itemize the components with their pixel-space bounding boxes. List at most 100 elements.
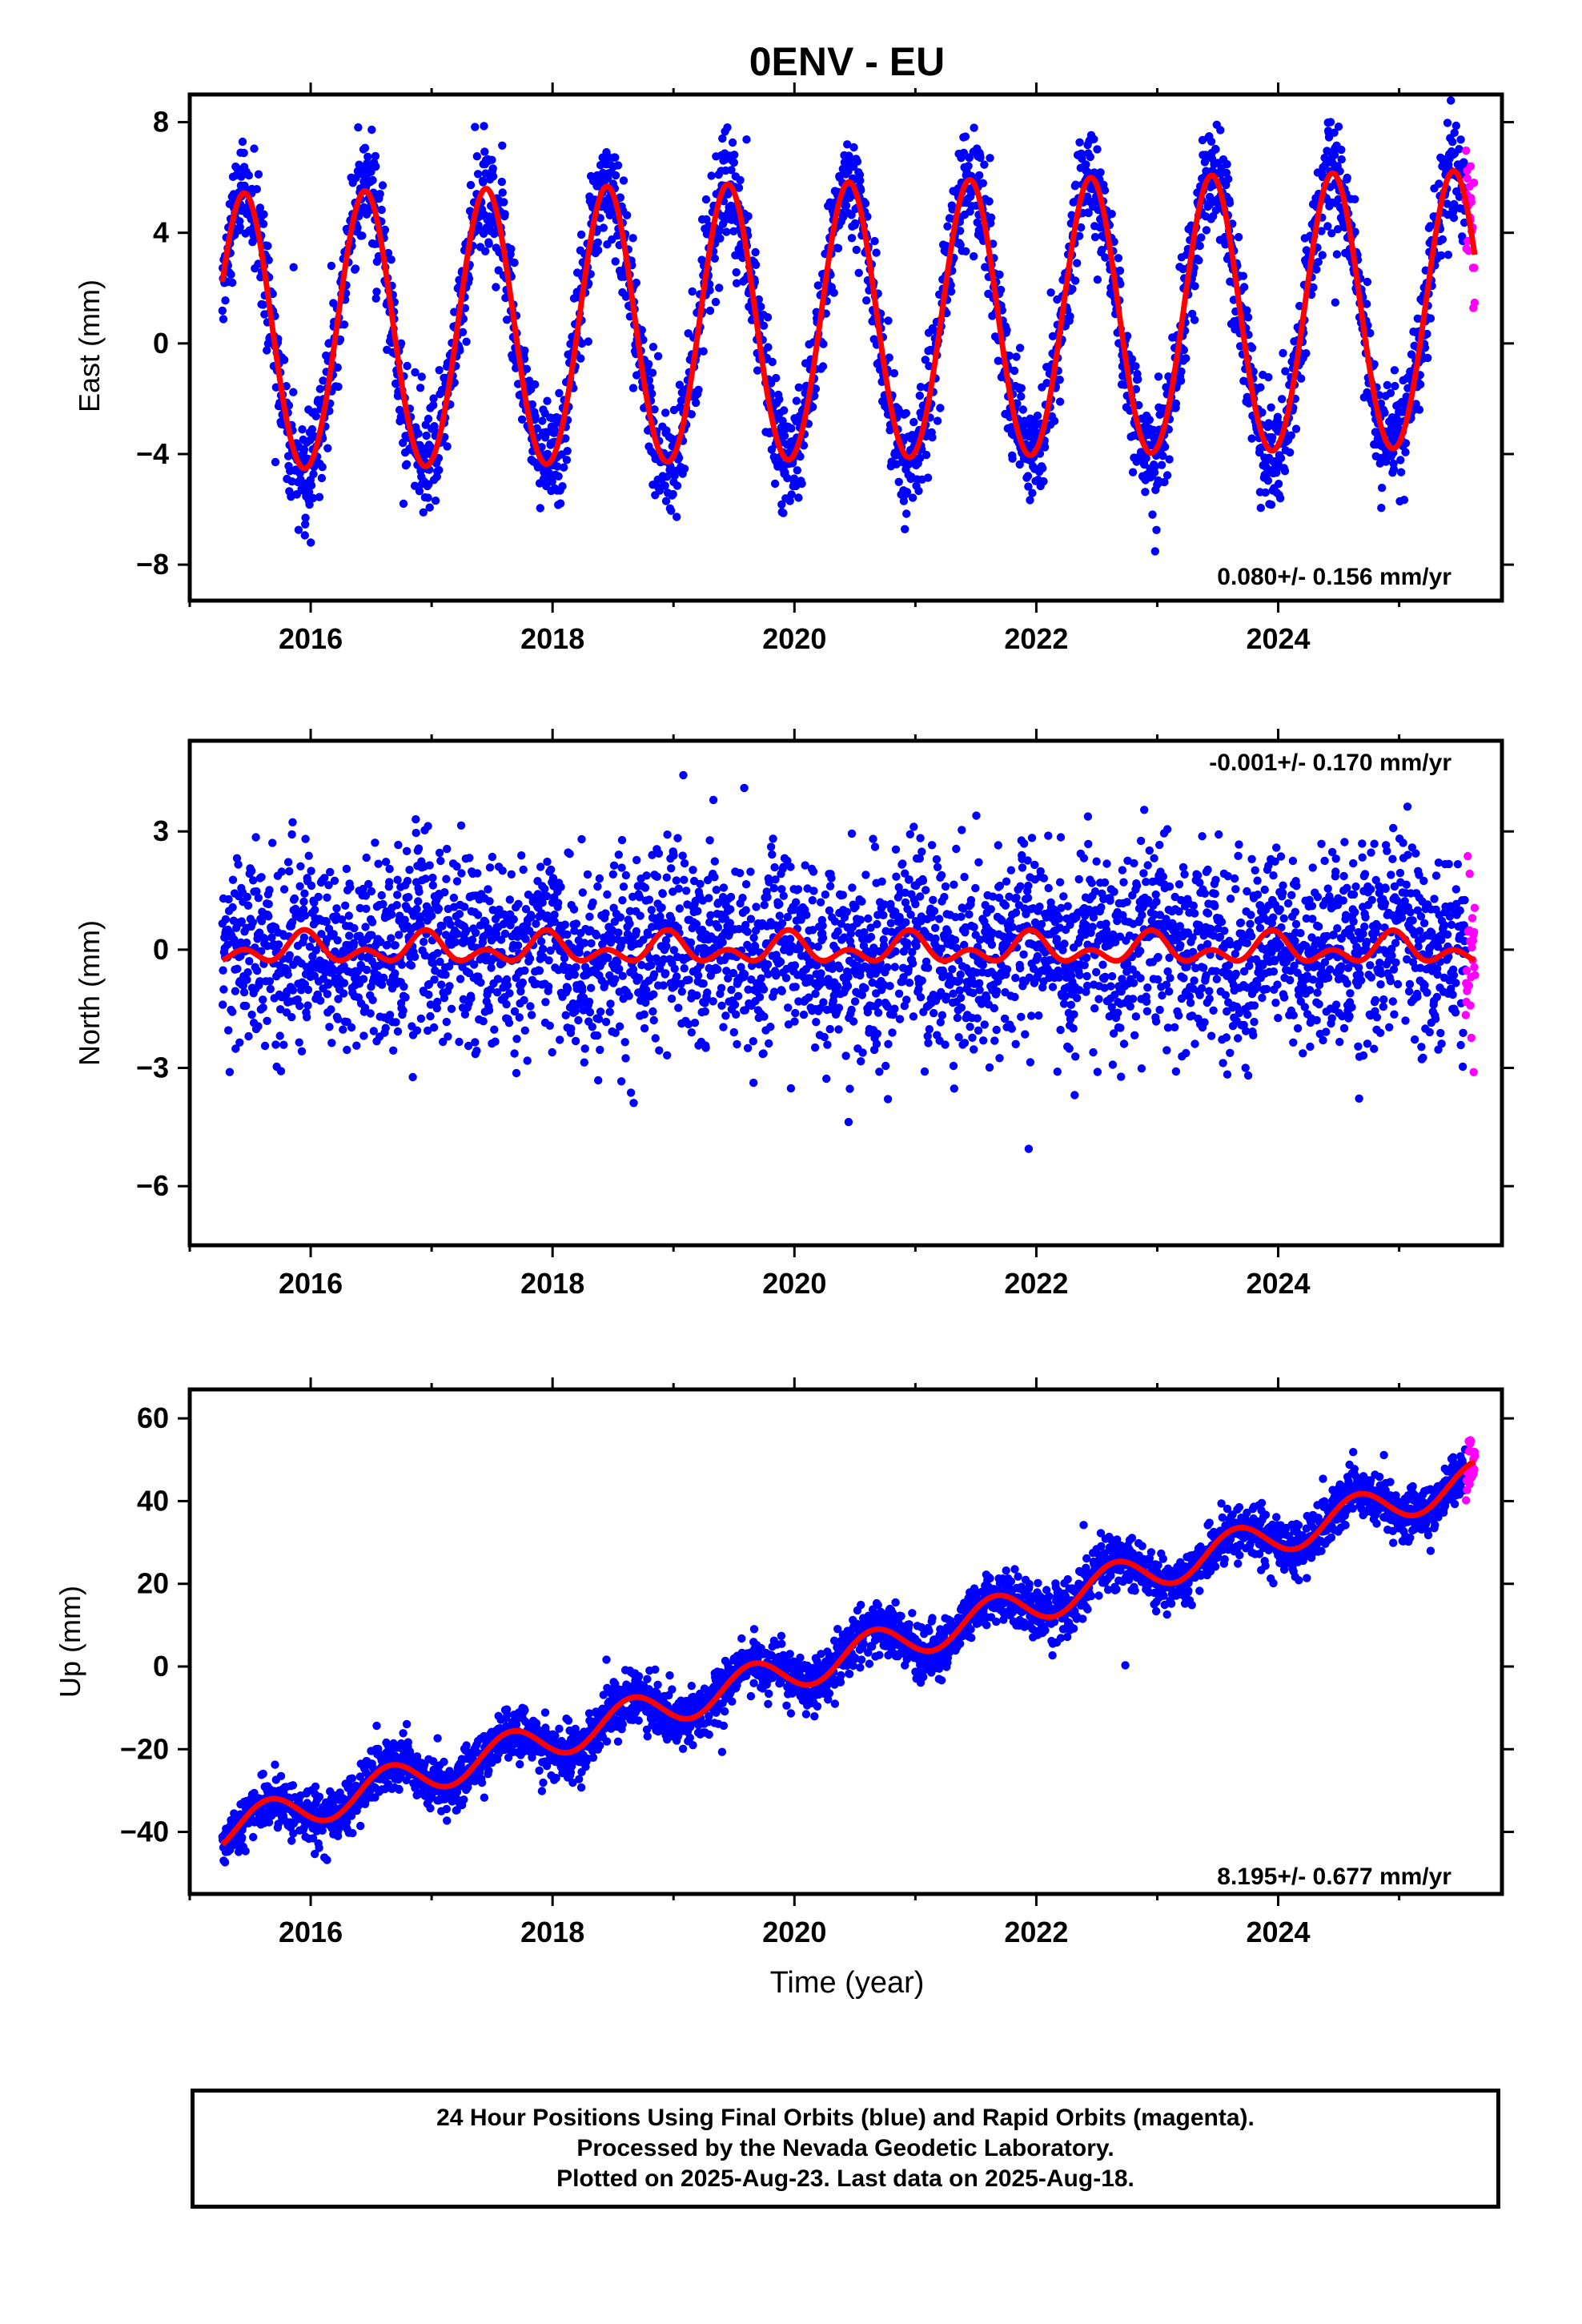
north-final-point (523, 1056, 532, 1065)
east-final-point (852, 245, 861, 255)
east-final-point (796, 452, 805, 461)
north-final-point (420, 937, 428, 947)
north-final-point (786, 1084, 796, 1093)
north-final-point (299, 933, 309, 942)
north-final-point (440, 888, 449, 897)
north-final-point (740, 970, 749, 979)
east-final-point (415, 487, 424, 496)
east-final-point (244, 171, 254, 180)
east-final-point (318, 463, 327, 472)
north-final-point (689, 866, 697, 875)
east-final-point (986, 213, 996, 222)
east-final-point (894, 477, 903, 486)
east-final-point (1332, 250, 1342, 259)
east-final-point (279, 356, 289, 364)
east-final-point (923, 473, 933, 482)
east-final-point (435, 366, 444, 375)
north-final-point (347, 1023, 356, 1032)
north-final-point (387, 934, 396, 943)
east-final-point (1033, 411, 1042, 420)
east-final-point (978, 179, 988, 187)
east-final-point (228, 278, 237, 287)
north-final-point (381, 858, 391, 866)
east-final-point (1263, 476, 1273, 485)
east-final-point (1086, 152, 1095, 162)
east-final-point (294, 525, 303, 534)
north-final-point (647, 961, 656, 970)
north-final-point (709, 997, 717, 1006)
east-x-tick-label: 2018 (520, 622, 584, 655)
east-final-point (1267, 501, 1276, 509)
east-final-point (611, 257, 620, 266)
east-final-point (282, 382, 291, 391)
north-final-point (517, 851, 526, 860)
east-final-point (1243, 306, 1251, 315)
east-final-point (1008, 454, 1017, 463)
north-final-point (674, 884, 683, 893)
east-final-point (692, 398, 701, 408)
east-rate-label: 0.080+/- 0.156 mm/yr (1217, 564, 1452, 590)
east-final-point (759, 321, 769, 330)
north-final-point (303, 985, 313, 995)
north-final-point (412, 904, 421, 914)
east-final-point (650, 405, 659, 414)
east-final-point (970, 251, 978, 261)
east-final-point (1396, 468, 1406, 476)
north-final-point (295, 882, 304, 891)
east-final-point (1278, 395, 1287, 404)
east-final-point (1161, 442, 1170, 452)
east-final-point (921, 450, 931, 460)
north-final-point (472, 928, 480, 938)
east-final-point (845, 193, 854, 203)
north-final-point (346, 883, 355, 892)
east-final-point (576, 354, 585, 363)
east-final-point (661, 481, 669, 490)
north-final-point (808, 896, 817, 905)
north-final-point (779, 891, 788, 900)
east-y-tick-label: 4 (153, 216, 169, 249)
north-final-point (219, 985, 228, 994)
north-final-point (471, 1038, 480, 1047)
north-final-point (648, 1007, 657, 1016)
north-final-point (616, 913, 625, 922)
east-final-point (1197, 233, 1206, 242)
north-final-point (583, 870, 592, 879)
north-final-point (228, 1007, 237, 1016)
north-final-point (786, 862, 795, 871)
east-final-point (1256, 504, 1266, 513)
east-final-point (908, 493, 917, 502)
north-final-point (457, 869, 466, 878)
north-final-point (379, 899, 387, 909)
north-final-point (254, 1022, 263, 1031)
east-final-point (1383, 380, 1392, 390)
north-final-point (655, 1046, 664, 1055)
north-final-point (279, 1040, 288, 1049)
north-final-point (307, 881, 316, 891)
east-final-point (351, 264, 360, 273)
east-final-point (901, 408, 911, 418)
east-final-point (254, 170, 263, 179)
east-x-tick-label: 2024 (1246, 622, 1310, 655)
north-final-point (816, 898, 825, 907)
north-final-point (793, 885, 803, 894)
east-final-point (1093, 145, 1102, 154)
east-final-point (1134, 375, 1142, 384)
east-final-point (252, 185, 261, 194)
east-final-point (1363, 277, 1372, 287)
east-final-point (484, 239, 493, 248)
east-final-point (1131, 362, 1140, 371)
east-final-point (450, 308, 459, 316)
east-final-point (1273, 412, 1283, 421)
north-final-point (556, 883, 565, 891)
east-final-point (1028, 489, 1037, 497)
north-final-point (746, 915, 756, 923)
east-final-point (360, 143, 370, 152)
east-final-point (1243, 313, 1253, 322)
north-final-point (649, 990, 658, 999)
north-final-point (525, 954, 535, 963)
north-final-point (621, 1054, 630, 1063)
east-final-point (943, 222, 952, 231)
east-final-point (680, 464, 689, 473)
north-final-point (640, 1010, 648, 1019)
east-final-point (1015, 344, 1025, 352)
